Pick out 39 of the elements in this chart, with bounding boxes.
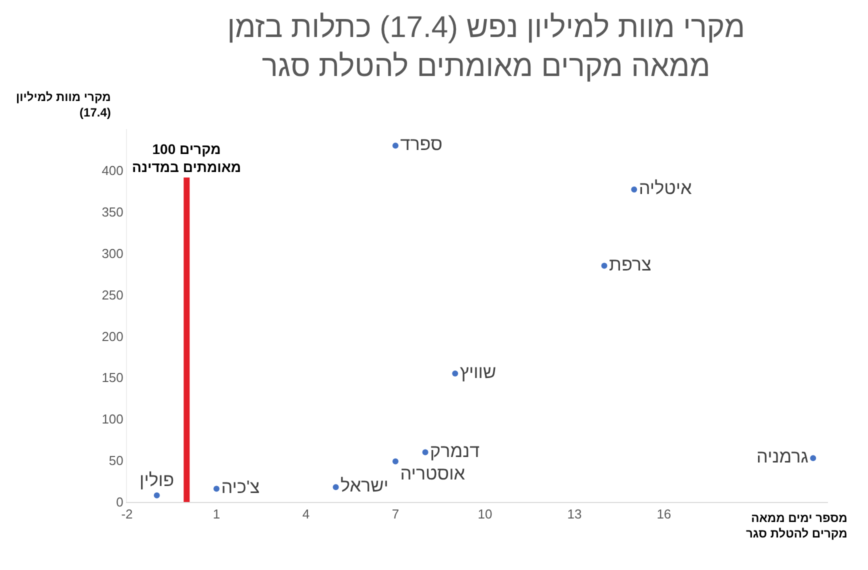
ref-line-label: 100 מקרים מאומתים במדינה [132, 141, 242, 176]
y-tick-label: 300 [102, 246, 124, 261]
chart-title: מקרי מוות למיליון נפש (17.4) כתלות בזמן ממאה מקרים מאומתים להטלת סגר [227, 11, 745, 84]
y-tick-label: 250 [102, 287, 124, 302]
point [631, 186, 638, 193]
series-label: צ'כיה [221, 477, 260, 498]
point [422, 449, 428, 456]
x-tick-label: 13 [567, 506, 582, 522]
x-tick-label: 16 [656, 506, 672, 522]
x-tick-label: 10 [478, 506, 492, 522]
series-label: פולין [140, 470, 174, 490]
y-tick-label: 100 [102, 412, 124, 427]
series-label: ישראל [340, 476, 388, 496]
point [213, 486, 220, 492]
point [392, 142, 398, 149]
x-tick-label: 4 [302, 506, 310, 522]
point [392, 458, 398, 464]
x-tick-label: 1 [212, 506, 220, 522]
x-tick-label: 7 [392, 506, 400, 522]
y-tick-label: 350 [102, 204, 124, 220]
x-axis-title: מספר ימים ממאה מקרים להטלת סגר [746, 511, 848, 541]
series-label: גרמניה [756, 446, 809, 467]
series-label: ספרד [400, 134, 442, 154]
y-tick-label: 50 [108, 453, 124, 468]
series-label: איטליה [638, 178, 693, 198]
point [601, 262, 608, 269]
point [452, 370, 458, 377]
series-label: צרפת [609, 254, 652, 274]
y-tick-label: 150 [102, 370, 124, 386]
x-tick-label: -2 [121, 506, 133, 522]
point [332, 484, 339, 490]
series-label: אוסטריה [400, 464, 466, 484]
point [810, 455, 816, 462]
y-tick-label: 400 [102, 162, 124, 178]
y-tick-label: 200 [102, 328, 124, 344]
point [154, 492, 160, 498]
series-label: שוויץ [460, 362, 496, 382]
series-label: דנמרק [430, 440, 480, 461]
y-tick-label: 0 [116, 494, 124, 510]
